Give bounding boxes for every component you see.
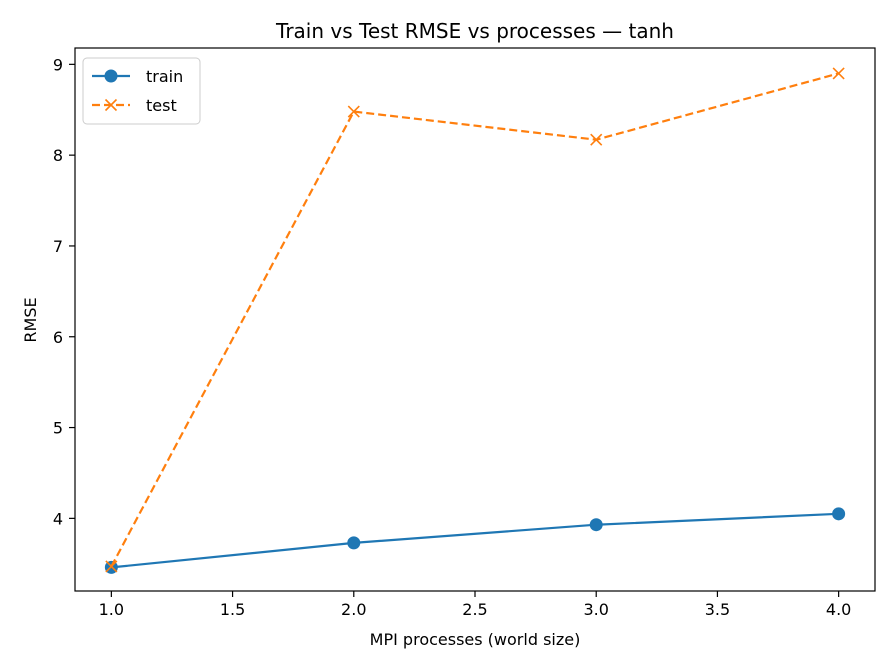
y-tick-label: 5: [53, 419, 63, 438]
y-tick-label: 8: [53, 146, 63, 165]
x-tick-label: 2.5: [462, 600, 487, 619]
legend-marker: [104, 98, 118, 112]
x-tick-label: 3.5: [705, 600, 730, 619]
y-axis-ticks: 4 5 6 7 8 9: [53, 55, 75, 528]
legend-label: test: [146, 96, 177, 115]
series-layer: [104, 67, 846, 574]
data-point-test: [347, 105, 360, 118]
y-tick-label: 4: [53, 509, 63, 528]
y-axis-label: RMSE: [21, 297, 40, 342]
series-train: [104, 507, 846, 574]
legend-entry-train: train: [92, 67, 183, 86]
data-point-train: [347, 536, 361, 550]
x-tick-label: 3.0: [583, 600, 608, 619]
data-point-test: [105, 560, 118, 573]
x-axis-ticks: 1.0 1.5 2.0 2.5 3.0 3.5 4.0: [99, 591, 851, 619]
series-line-test: [110, 72, 839, 568]
x-tick-label: 2.0: [341, 600, 366, 619]
x-tick-label: 4.0: [826, 600, 851, 619]
series-test: [105, 67, 845, 573]
legend-entry-test: test: [92, 96, 177, 115]
data-point-train: [832, 507, 846, 521]
y-tick-label: 9: [53, 55, 63, 74]
plot-frame: [74, 47, 876, 592]
data-point-train: [589, 518, 603, 532]
series-line-train: [111, 512, 839, 569]
x-tick-label: 1.0: [99, 600, 124, 619]
x-tick-label: 1.5: [220, 600, 245, 619]
chart-title: Train vs Test RMSE vs processes — tanh: [275, 19, 674, 43]
legend: train test: [82, 57, 201, 125]
x-axis-label: MPI processes (world size): [370, 630, 581, 649]
y-tick-label: 6: [53, 328, 63, 347]
data-point-test: [590, 133, 603, 146]
y-tick-label: 7: [53, 237, 63, 256]
data-point-test: [832, 67, 845, 80]
legend-label: train: [146, 67, 183, 86]
legend-marker: [104, 69, 118, 83]
